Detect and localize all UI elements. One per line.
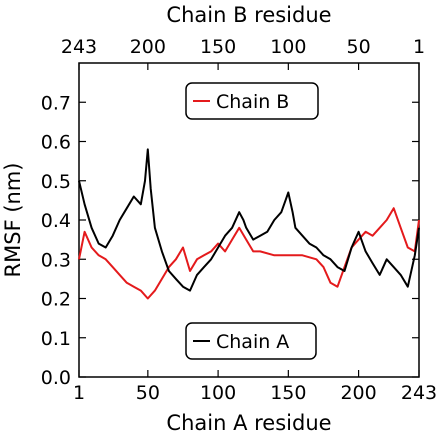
x2-axis-label: Chain B residue: [166, 3, 331, 27]
legend-label-chain-b: Chain B: [216, 91, 289, 113]
x2-tick-label: 243: [61, 36, 97, 58]
y-axis-ticks: 0.0 0.1 0.2 0.3 0.4 0.5 0.6 0.7: [41, 92, 419, 389]
series-line-chain-b: [78, 207, 420, 300]
x-tick-label: 50: [136, 382, 160, 404]
legend-chain-b: Chain B: [185, 82, 319, 120]
y-tick-label: 0.0: [41, 367, 71, 389]
x-tick-label: 1: [73, 382, 85, 404]
legend-box-chain-b: [185, 82, 319, 120]
y-tick-label: 0.7: [41, 92, 71, 114]
legend-box-chain-a: [185, 322, 317, 360]
series-line-chain-a: [78, 148, 420, 292]
legend-label-chain-a: Chain A: [216, 331, 289, 353]
y-axis-label: RMSF (nm): [1, 163, 25, 278]
x2-tick-label: 100: [270, 36, 306, 58]
x-tick-label: 243: [401, 382, 437, 404]
x-tick-label: 150: [270, 382, 306, 404]
x-tick-label: 100: [200, 382, 236, 404]
x2-tick-label: 200: [130, 36, 166, 58]
x2-tick-label: 150: [200, 36, 236, 58]
x-axis-ticks: 1 50 100 150 200 243: [73, 370, 437, 404]
y-tick-label: 0.1: [41, 328, 71, 350]
y-tick-label: 0.2: [41, 289, 71, 311]
y-tick-label: 0.6: [41, 132, 71, 154]
x-axis-label: Chain A residue: [166, 411, 331, 435]
legend-chain-a: Chain A: [185, 322, 317, 360]
x2-axis-ticks: 243 200 150 100 50 1: [61, 36, 425, 70]
series-lines: [78, 148, 420, 300]
y-tick-label: 0.4: [41, 210, 71, 232]
y-tick-label: 0.3: [41, 249, 71, 271]
x2-tick-label: 50: [346, 36, 370, 58]
x-tick-label: 200: [340, 382, 376, 404]
x2-tick-label: 1: [413, 36, 425, 58]
y-tick-label: 0.5: [41, 171, 71, 193]
